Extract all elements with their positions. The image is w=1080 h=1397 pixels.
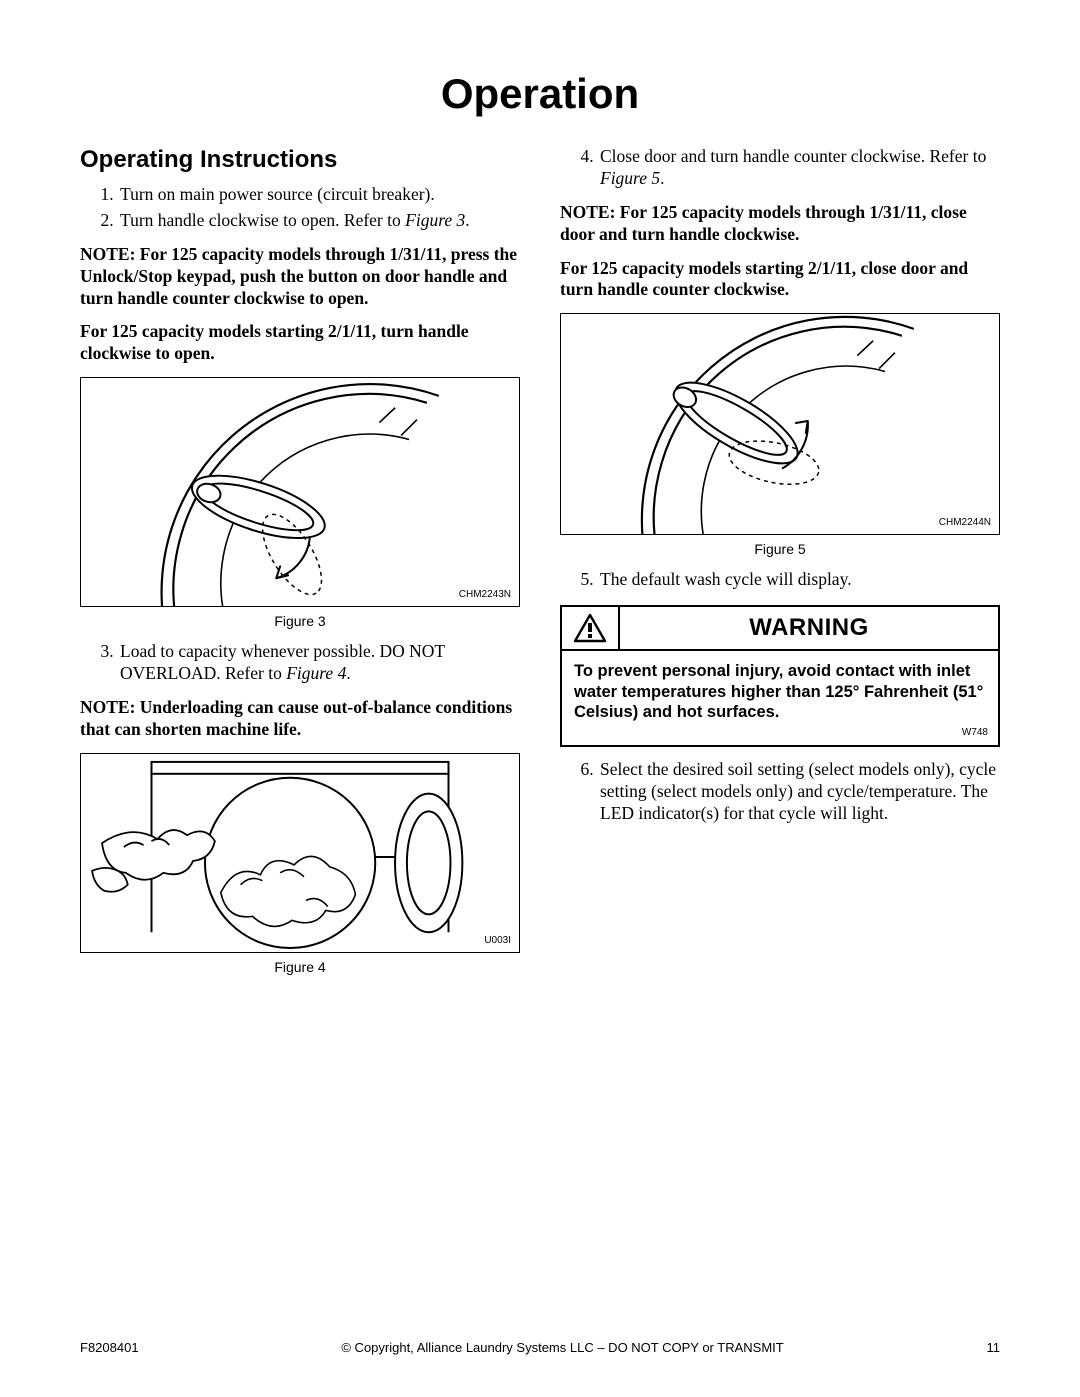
step-3-ref: Figure 4 bbox=[286, 663, 346, 683]
step-5-list: The default wash cycle will display. bbox=[560, 569, 1000, 591]
note-r1: NOTE: For 125 capacity models through 1/… bbox=[560, 202, 1000, 246]
note-r2: For 125 capacity models starting 2/1/11,… bbox=[560, 258, 1000, 302]
warning-code: W748 bbox=[962, 727, 988, 740]
step-1: Turn on main power source (circuit break… bbox=[118, 184, 520, 206]
step-4-list: Close door and turn handle counter clock… bbox=[560, 146, 1000, 190]
warning-body: To prevent personal injury, avoid contac… bbox=[562, 651, 998, 745]
step-2-ref: Figure 3 bbox=[405, 210, 465, 230]
step-4-ref: Figure 5 bbox=[600, 168, 660, 188]
warning-box: WARNING To prevent personal injury, avoi… bbox=[560, 605, 1000, 747]
figure-5-box: CHM2244N bbox=[560, 313, 1000, 535]
note-1: NOTE: For 125 capacity models through 1/… bbox=[80, 244, 520, 310]
step-6-list: Select the desired soil setting (select … bbox=[560, 759, 1000, 825]
figure-3-caption: Figure 3 bbox=[80, 613, 520, 629]
right-column: Close door and turn handle counter clock… bbox=[560, 146, 1000, 987]
figure-3-illustration bbox=[81, 378, 519, 606]
note-2: For 125 capacity models starting 2/1/11,… bbox=[80, 321, 520, 365]
step-4-text: Close door and turn handle counter clock… bbox=[600, 146, 986, 166]
left-column: Operating Instructions Turn on main powe… bbox=[80, 146, 520, 987]
page-title: Operation bbox=[80, 70, 1000, 118]
warning-header: WARNING bbox=[562, 607, 998, 651]
figure-5-illustration bbox=[561, 314, 999, 534]
step-2-text: Turn handle clockwise to open. Refer to bbox=[120, 210, 405, 230]
step-4-tail: . bbox=[660, 168, 664, 188]
step-4: Close door and turn handle counter clock… bbox=[598, 146, 1000, 190]
figure-5-caption: Figure 5 bbox=[560, 541, 1000, 557]
step-5: The default wash cycle will display. bbox=[598, 569, 1000, 591]
section-heading: Operating Instructions bbox=[80, 146, 520, 174]
steps-1-2: Turn on main power source (circuit break… bbox=[80, 184, 520, 232]
warning-label: WARNING bbox=[620, 607, 998, 649]
step-2: Turn handle clockwise to open. Refer to … bbox=[118, 210, 520, 232]
figure-5-code: CHM2244N bbox=[939, 517, 991, 528]
figure-4-illustration bbox=[81, 754, 519, 952]
warning-triangle-icon bbox=[573, 613, 607, 643]
footer-page-number: 11 bbox=[987, 1340, 1001, 1355]
figure-4-box: U003I bbox=[80, 753, 520, 953]
figure-4-code: U003I bbox=[484, 935, 511, 946]
note-3: NOTE: Underloading can cause out-of-bala… bbox=[80, 697, 520, 741]
footer-doc-number: F8208401 bbox=[80, 1340, 139, 1355]
figure-3-box: CHM2243N bbox=[80, 377, 520, 607]
step-3-list: Load to capacity whenever possible. DO N… bbox=[80, 641, 520, 685]
step-6: Select the desired soil setting (select … bbox=[598, 759, 1000, 825]
figure-4-caption: Figure 4 bbox=[80, 959, 520, 975]
figure-3-code: CHM2243N bbox=[459, 589, 511, 600]
step-3-tail: . bbox=[346, 663, 350, 683]
footer-copyright: © Copyright, Alliance Laundry Systems LL… bbox=[139, 1340, 987, 1355]
two-column-layout: Operating Instructions Turn on main powe… bbox=[80, 146, 1000, 987]
page-footer: F8208401 © Copyright, Alliance Laundry S… bbox=[80, 1340, 1000, 1355]
step-3-text: Load to capacity whenever possible. DO N… bbox=[120, 641, 445, 683]
warning-text: To prevent personal injury, avoid contac… bbox=[574, 662, 983, 721]
step-3: Load to capacity whenever possible. DO N… bbox=[118, 641, 520, 685]
warning-icon-cell bbox=[562, 607, 620, 649]
step-2-tail: . bbox=[465, 210, 469, 230]
